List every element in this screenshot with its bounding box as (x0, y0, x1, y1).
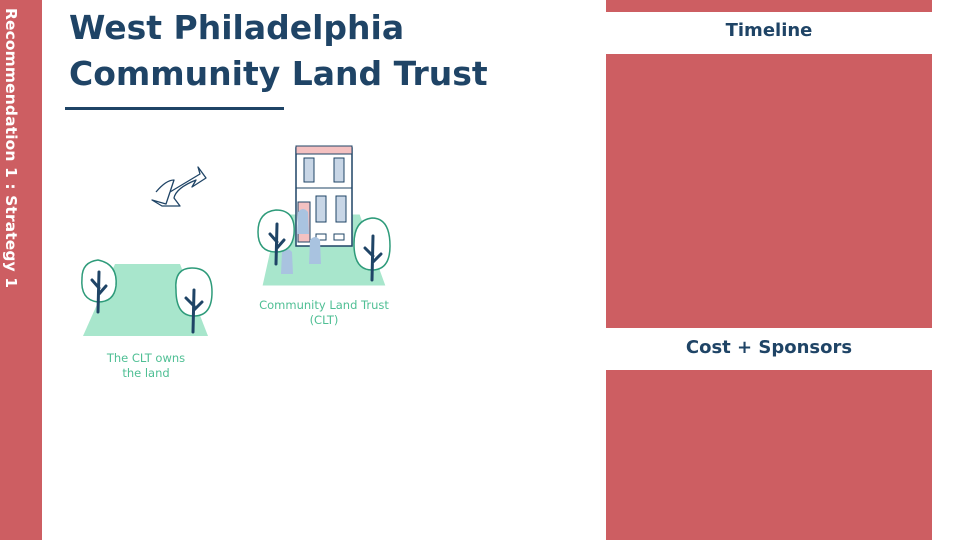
tree-icon (81, 259, 117, 314)
curved-arrow-icon (151, 166, 207, 207)
top-panel (606, 0, 932, 12)
title-underline (65, 107, 284, 110)
tree-icon (175, 267, 213, 334)
clt-parcel-illustration (257, 145, 391, 287)
tree-icon (353, 217, 391, 282)
clt-caption-line-1: Community Land Trust (259, 298, 389, 312)
tree-icon (257, 209, 295, 266)
timeline-heading: Timeline (725, 20, 813, 41)
people-icon (281, 209, 321, 274)
page-title: West Philadelphia Community Land Trust (69, 5, 569, 97)
land-caption-line-2: the land (122, 366, 169, 380)
clt-illustration: Community Land Trust (CLT) The CLT owns … (81, 145, 391, 380)
cost-sponsors-panel (606, 370, 932, 540)
land-caption-line-1: The CLT owns (106, 351, 185, 365)
page-title-line-2: Community Land Trust (69, 54, 488, 93)
page-title-line-1: West Philadelphia (69, 8, 405, 47)
clt-caption-line-2: (CLT) (310, 313, 339, 327)
cost-sponsors-heading: Cost + Sponsors (685, 337, 853, 358)
land-parcel-illustration (81, 259, 213, 336)
sidebar-label: Recommendation 1 : Strategy 1 (2, 8, 20, 289)
sidebar-band: Recommendation 1 : Strategy 1 (0, 0, 42, 540)
timeline-panel (606, 54, 932, 328)
